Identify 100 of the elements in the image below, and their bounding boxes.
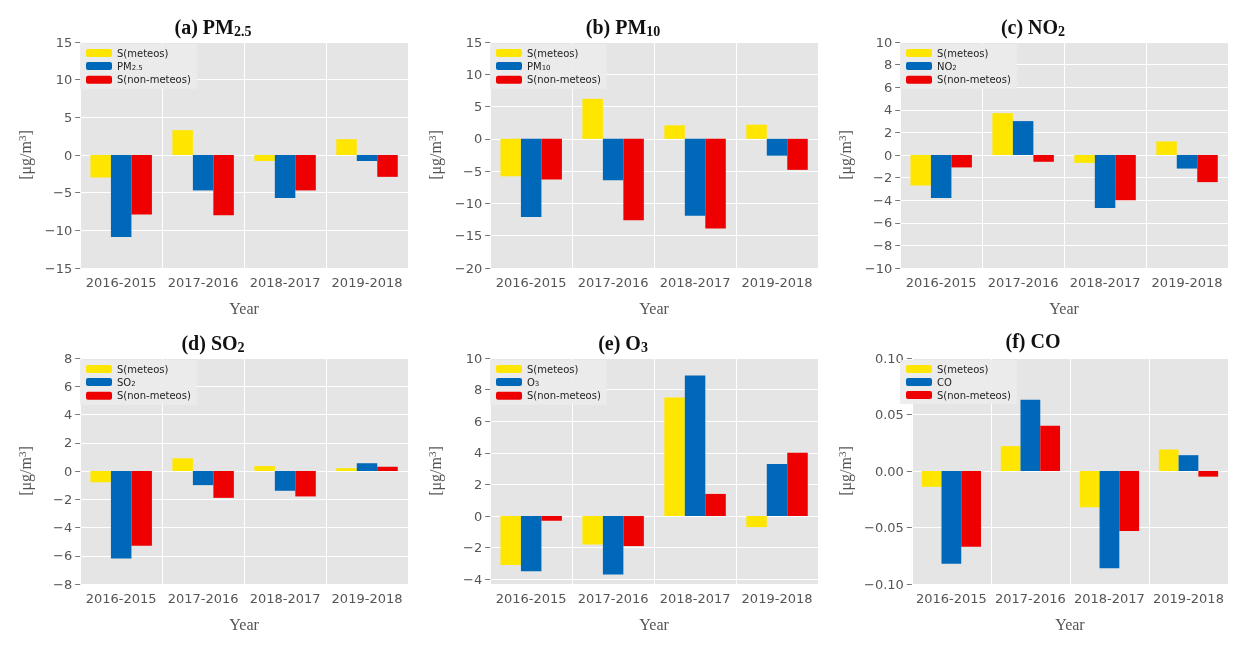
bar <box>1033 155 1054 162</box>
bar <box>541 516 562 521</box>
bar <box>992 113 1013 155</box>
bar <box>941 471 962 564</box>
x-tick-label: 2017-2016 <box>577 591 649 606</box>
bar <box>582 516 603 545</box>
legend-label: S(meteos) <box>527 363 579 375</box>
y-tick-label: 8 <box>883 57 893 73</box>
x-tick-label: 2019-2018 <box>741 275 813 290</box>
x-tick-label: 2016-2015 <box>495 275 567 290</box>
y-tick-label: 4 <box>473 445 483 461</box>
bar <box>664 125 685 139</box>
x-tick-label: 2018-2017 <box>249 275 321 290</box>
bar <box>274 155 296 198</box>
y-tick-label: −4 <box>53 520 73 535</box>
bar <box>1178 455 1199 471</box>
legend-label: S(non-meteos) <box>937 74 1011 86</box>
bar <box>1197 155 1218 183</box>
x-tick-label: 2019-2018 <box>741 591 813 606</box>
x-axis-title: Year <box>229 299 260 317</box>
y-tick-label: 4 <box>883 102 893 118</box>
y-axis-title: [μg/m3] <box>835 446 855 496</box>
y-axis-title: [μg/m3] <box>425 446 445 496</box>
bar <box>1198 471 1219 477</box>
y-tick-label: −5 <box>463 163 483 179</box>
bar <box>254 466 275 471</box>
bar <box>336 139 357 155</box>
x-tick-label: 2019-2018 <box>1153 591 1224 606</box>
bar <box>213 155 234 216</box>
x-tick-label: 2019-2018 <box>1151 275 1223 290</box>
bar <box>520 516 542 572</box>
y-axis-title: [μg/m3] <box>15 130 35 180</box>
bar <box>921 471 942 487</box>
y-axis-title: [μg/m3] <box>15 446 35 496</box>
x-tick-label: 2018-2017 <box>659 275 731 290</box>
y-tick-label: 10 <box>55 72 73 88</box>
y-tick-label: 4 <box>63 407 73 422</box>
x-tick-label: 2017-2016 <box>167 275 239 290</box>
bar <box>1040 425 1061 471</box>
bar <box>1176 155 1198 169</box>
bar <box>500 138 521 177</box>
bar <box>192 471 214 486</box>
bar <box>1079 471 1100 508</box>
bar <box>172 458 193 471</box>
y-tick-label: 5 <box>63 109 73 125</box>
y-tick-label: −2 <box>873 170 893 186</box>
x-axis-title: Year <box>1049 299 1080 317</box>
x-axis-title: Year <box>639 615 670 633</box>
legend-label: S(meteos) <box>937 47 989 59</box>
y-tick-label: 2 <box>473 476 483 492</box>
bar <box>787 452 808 517</box>
x-axis-title: Year <box>1055 615 1086 633</box>
legend-label: S(meteos) <box>527 47 579 59</box>
y-tick-label: 5 <box>473 99 483 115</box>
bar <box>602 138 624 181</box>
bar <box>684 375 706 517</box>
x-tick-label: 2018-2017 <box>249 591 321 606</box>
legend-label: S(non-meteos) <box>527 390 601 402</box>
bar <box>961 471 981 547</box>
x-tick-label: 2016-2015 <box>905 275 977 290</box>
bar <box>766 463 788 517</box>
y-tick-label: 0 <box>883 147 893 163</box>
bar <box>295 471 316 497</box>
bar <box>356 463 378 471</box>
bar <box>910 155 931 186</box>
x-tick-label: 2017-2016 <box>577 275 649 290</box>
legend-label: S(meteos) <box>117 363 169 375</box>
y-tick-label: −8 <box>873 237 893 253</box>
bar <box>336 468 357 471</box>
bar <box>110 471 132 559</box>
y-tick-label: −15 <box>454 228 483 244</box>
y-tick-label: −2 <box>463 540 483 556</box>
legend-label: S(meteos) <box>937 363 989 375</box>
bar <box>500 516 521 566</box>
y-tick-label: 0 <box>473 131 483 147</box>
y-tick-label: 10 <box>465 350 483 366</box>
x-tick-label: 2016-2015 <box>495 591 567 606</box>
bar <box>213 471 234 498</box>
bar <box>1000 446 1021 471</box>
x-tick-label: 2018-2017 <box>1069 275 1141 290</box>
bar <box>705 138 726 229</box>
bar <box>172 130 193 155</box>
bar <box>1094 155 1116 209</box>
bar <box>623 138 644 221</box>
y-tick-label: 0.10 <box>874 350 904 366</box>
y-tick-label: 0 <box>63 147 73 163</box>
bar <box>766 138 788 156</box>
x-tick-label: 2016-2015 <box>915 591 987 606</box>
y-tick-label: 8 <box>63 350 73 366</box>
y-axis-title: [μg/m3] <box>425 130 445 180</box>
y-tick-label: −10 <box>44 222 73 238</box>
bar <box>90 155 111 178</box>
x-tick-label: 2017-2016 <box>167 591 239 606</box>
y-tick-label: 8 <box>473 382 483 398</box>
y-tick-label: 15 <box>465 34 483 50</box>
y-axis-title: [μg/m3] <box>835 130 855 180</box>
bar <box>274 471 296 491</box>
y-tick-label: 2 <box>63 435 73 451</box>
legend-label: S(non-meteos) <box>117 390 191 402</box>
bar <box>295 155 316 191</box>
